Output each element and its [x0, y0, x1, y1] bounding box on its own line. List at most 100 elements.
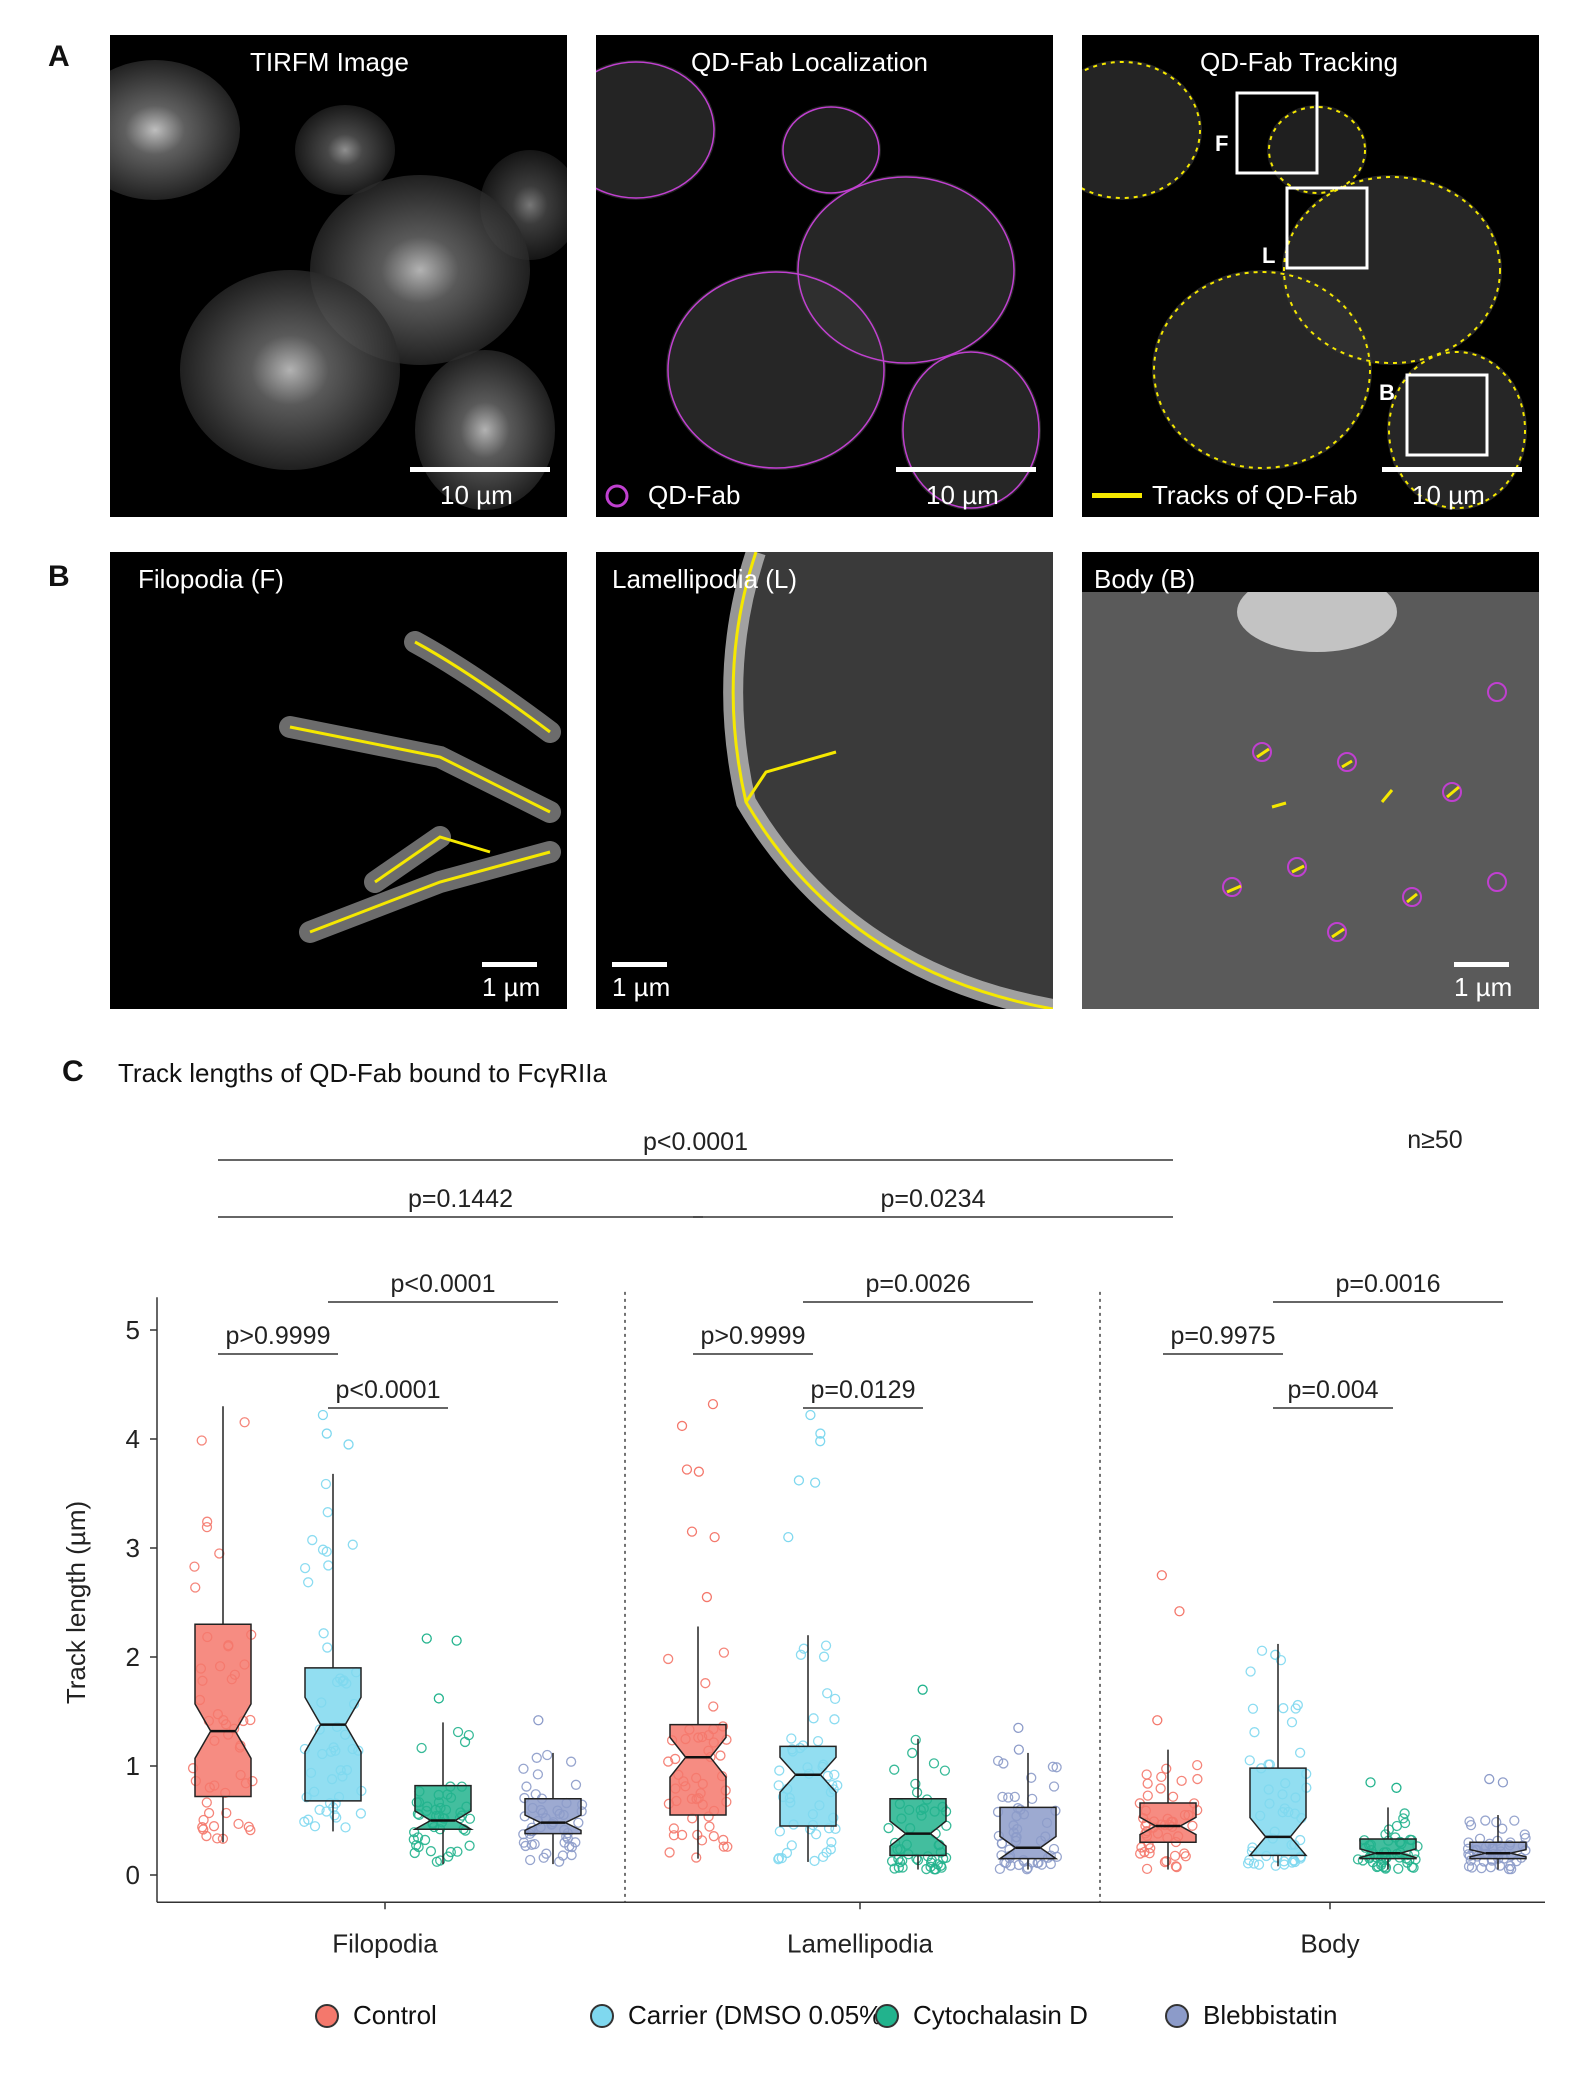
- outlier-point-body-control: [1156, 1570, 1167, 1581]
- filopodia-graphic: [279, 631, 561, 943]
- jitter-point-filopodia-carrier-dmso-0-05-: [322, 1507, 333, 1518]
- legend-swatch: [315, 2003, 339, 2028]
- jitter-point-filopodia-cytochalasin-d: [452, 1846, 463, 1857]
- jitter-point-filopodia-cytochalasin-d: [464, 1813, 476, 1824]
- jitter-point-body-carrier-dmso-0-05-: [1286, 1717, 1298, 1728]
- jitter-point-body-control: [1135, 1848, 1146, 1859]
- outlier-point-lamellipodia-carrier-dmso-0-05-: [815, 1428, 826, 1439]
- jitter-point-lamellipodia-cytochalasin-d: [889, 1764, 900, 1775]
- localization-scale-label: 10 µm: [926, 480, 999, 510]
- outlier-point-filopodia-carrier-dmso-0-05-: [321, 1428, 332, 1439]
- jitter-point-lamellipodia-carrier-dmso-0-05-: [812, 1735, 824, 1747]
- jitter-point-body-carrier-dmso-0-05-: [1249, 1727, 1260, 1738]
- roi-label-l: L: [1262, 243, 1276, 268]
- jitter-point-body-carrier-dmso-0-05-: [1275, 1654, 1287, 1666]
- p-value-label: p=0.1442: [408, 1185, 513, 1213]
- legend-swatch: [1165, 2003, 1189, 2028]
- jitter-point-body-control: [1167, 1791, 1179, 1802]
- outlier-point-lamellipodia-control: [681, 1464, 693, 1475]
- jitter-point-lamellipodia-carrier-dmso-0-05-: [829, 1693, 841, 1705]
- jitter-point-filopodia-carrier-dmso-0-05-: [323, 1560, 334, 1571]
- jitter-point-filopodia-carrier-dmso-0-05-: [347, 1539, 358, 1550]
- jitter-point-lamellipodia-carrier-dmso-0-05-: [773, 1780, 784, 1791]
- jitter-point-lamellipodia-blebbistatin: [1009, 1791, 1020, 1803]
- outlier-point-filopodia-cytochalasin-d: [433, 1693, 445, 1704]
- jitter-point-filopodia-blebbistatin: [557, 1850, 568, 1861]
- track-length-boxplot: 0 1 2 3 4 5 Track length (µm) Filopodia Lamellip…: [61, 1126, 1545, 1958]
- jitter-point-lamellipodia-carrier-dmso-0-05-: [795, 1649, 807, 1660]
- jitter-point-filopodia-carrier-dmso-0-05-: [322, 1642, 333, 1653]
- jitter-point-filopodia-control: [208, 1821, 220, 1832]
- jitter-point-filopodia-blebbistatin: [530, 1789, 541, 1800]
- qd-fab-localization-image: QD-Fab Localization QD-Fab 10 µm: [596, 35, 1053, 517]
- jitter-point-lamellipodia-control: [668, 1830, 680, 1841]
- outlier-point-lamellipodia-carrier-dmso-0-05-: [793, 1475, 805, 1486]
- lamellipodia-graphic: [723, 552, 1053, 1009]
- jitter-point-body-control: [1171, 1861, 1182, 1873]
- jitter-point-lamellipodia-blebbistatin: [1048, 1781, 1060, 1792]
- jitter-point-lamellipodia-cytochalasin-d: [910, 1734, 921, 1746]
- lamellipodia-scale-label: 1 µm: [612, 972, 671, 1002]
- jitter-point-lamellipodia-carrier-dmso-0-05-: [821, 1847, 832, 1858]
- jitter-point-body-control: [1161, 1855, 1172, 1867]
- jitter-point-filopodia-cytochalasin-d: [452, 1726, 464, 1738]
- jitter-point-filopodia-carrier-dmso-0-05-: [317, 1544, 329, 1555]
- jitter-point-filopodia-carrier-dmso-0-05-: [309, 1821, 321, 1832]
- jitter-point-body-carrier-dmso-0-05-: [1295, 1834, 1306, 1846]
- jitter-point-filopodia-carrier-dmso-0-05-: [331, 1812, 342, 1823]
- jitter-point-filopodia-blebbistatin: [531, 1752, 542, 1763]
- jitter-point-lamellipodia-blebbistatin: [1048, 1843, 1060, 1855]
- jitter-point-lamellipodia-control: [663, 1653, 674, 1665]
- jitter-point-filopodia-control: [203, 1807, 215, 1819]
- jitter-point-filopodia-blebbistatin: [565, 1756, 577, 1767]
- jitter-point-lamellipodia-carrier-dmso-0-05-: [826, 1837, 837, 1848]
- panel-c-letter: C: [62, 1055, 84, 1088]
- jitter-point-lamellipodia-blebbistatin: [997, 1791, 1008, 1803]
- tracks-legend-label: Tracks of QD-Fab: [1152, 480, 1358, 510]
- jitter-point-body-carrier-dmso-0-05-: [1245, 1666, 1256, 1677]
- jitter-point-lamellipodia-cytochalasin-d: [897, 1862, 908, 1873]
- body-title: Body (B): [1094, 564, 1196, 594]
- legend-swatch: [590, 2003, 614, 2028]
- jitter-point-filopodia-control: [201, 1830, 212, 1842]
- jitter-point-body-control: [1192, 1759, 1203, 1771]
- jitter-point-filopodia-cytochalasin-d: [411, 1840, 422, 1851]
- jitter-point-lamellipodia-cytochalasin-d: [911, 1787, 923, 1798]
- jitter-point-lamellipodia-cytochalasin-d: [928, 1758, 940, 1769]
- filopodia-scalebar: [482, 962, 537, 967]
- tracking-cells-graphic: [1082, 60, 1527, 510]
- jitter-point-body-blebbistatin: [1506, 1863, 1517, 1875]
- jitter-point-lamellipodia-blebbistatin: [998, 1758, 1009, 1769]
- jitter-point-lamellipodia-cytochalasin-d: [907, 1747, 918, 1759]
- p-value-label: p=0.0016: [1336, 1270, 1441, 1298]
- jitter-point-filopodia-blebbistatin: [532, 1769, 544, 1780]
- chart-legend: Control Carrier (DMSO 0.05% Cytochalasin D…: [0, 2000, 1592, 2050]
- jitter-point-body-cytochalasin-d: [1393, 1863, 1404, 1874]
- box-filopodia-carrier-dmso-0-05-: [304, 1667, 362, 1802]
- jitter-point-lamellipodia-blebbistatin: [1003, 1792, 1014, 1803]
- y-tick-label: 3: [126, 1533, 140, 1563]
- box-filopodia-cytochalasin-d: [412, 1784, 474, 1830]
- outlier-point-lamellipodia-carrier-dmso-0-05-: [783, 1531, 794, 1543]
- box-lamellipodia-blebbistatin: [997, 1806, 1059, 1860]
- jitter-point-filopodia-cytochalasin-d: [445, 1846, 456, 1858]
- jitter-point-lamellipodia-carrier-dmso-0-05-: [786, 1840, 797, 1851]
- jitter-point-filopodia-control: [239, 1417, 250, 1428]
- tirfm-title: TIRFM Image: [250, 47, 409, 77]
- jitter-point-body-control: [1161, 1763, 1172, 1774]
- jitter-point-filopodia-blebbistatin: [521, 1781, 532, 1792]
- jitter-point-filopodia-carrier-dmso-0-05-: [355, 1808, 367, 1819]
- jitter-point-lamellipodia-blebbistatin: [992, 1755, 1004, 1766]
- outlier-point-filopodia-carrier-dmso-0-05-: [317, 1409, 329, 1421]
- jitter-point-lamellipodia-blebbistatin: [1047, 1761, 1059, 1772]
- p-value-label: p=0.0026: [866, 1270, 971, 1298]
- jitter-point-filopodia-cytochalasin-d: [409, 1847, 420, 1859]
- jitter-point-filopodia-control: [233, 1818, 244, 1830]
- x-tick-label: Filopodia: [332, 1928, 438, 1958]
- jitter-point-lamellipodia-carrier-dmso-0-05-: [820, 1640, 832, 1651]
- jitter-point-body-carrier-dmso-0-05-: [1270, 1860, 1281, 1871]
- jitter-point-filopodia-cytochalasin-d: [419, 1834, 431, 1846]
- jitter-point-filopodia-carrier-dmso-0-05-: [299, 1562, 311, 1574]
- qd-fab-tracking-image: QD-Fab Tracking F L B Tracks of QD-Fab 1…: [1082, 35, 1539, 517]
- jitter-point-body-carrier-dmso-0-05-: [1278, 1856, 1290, 1867]
